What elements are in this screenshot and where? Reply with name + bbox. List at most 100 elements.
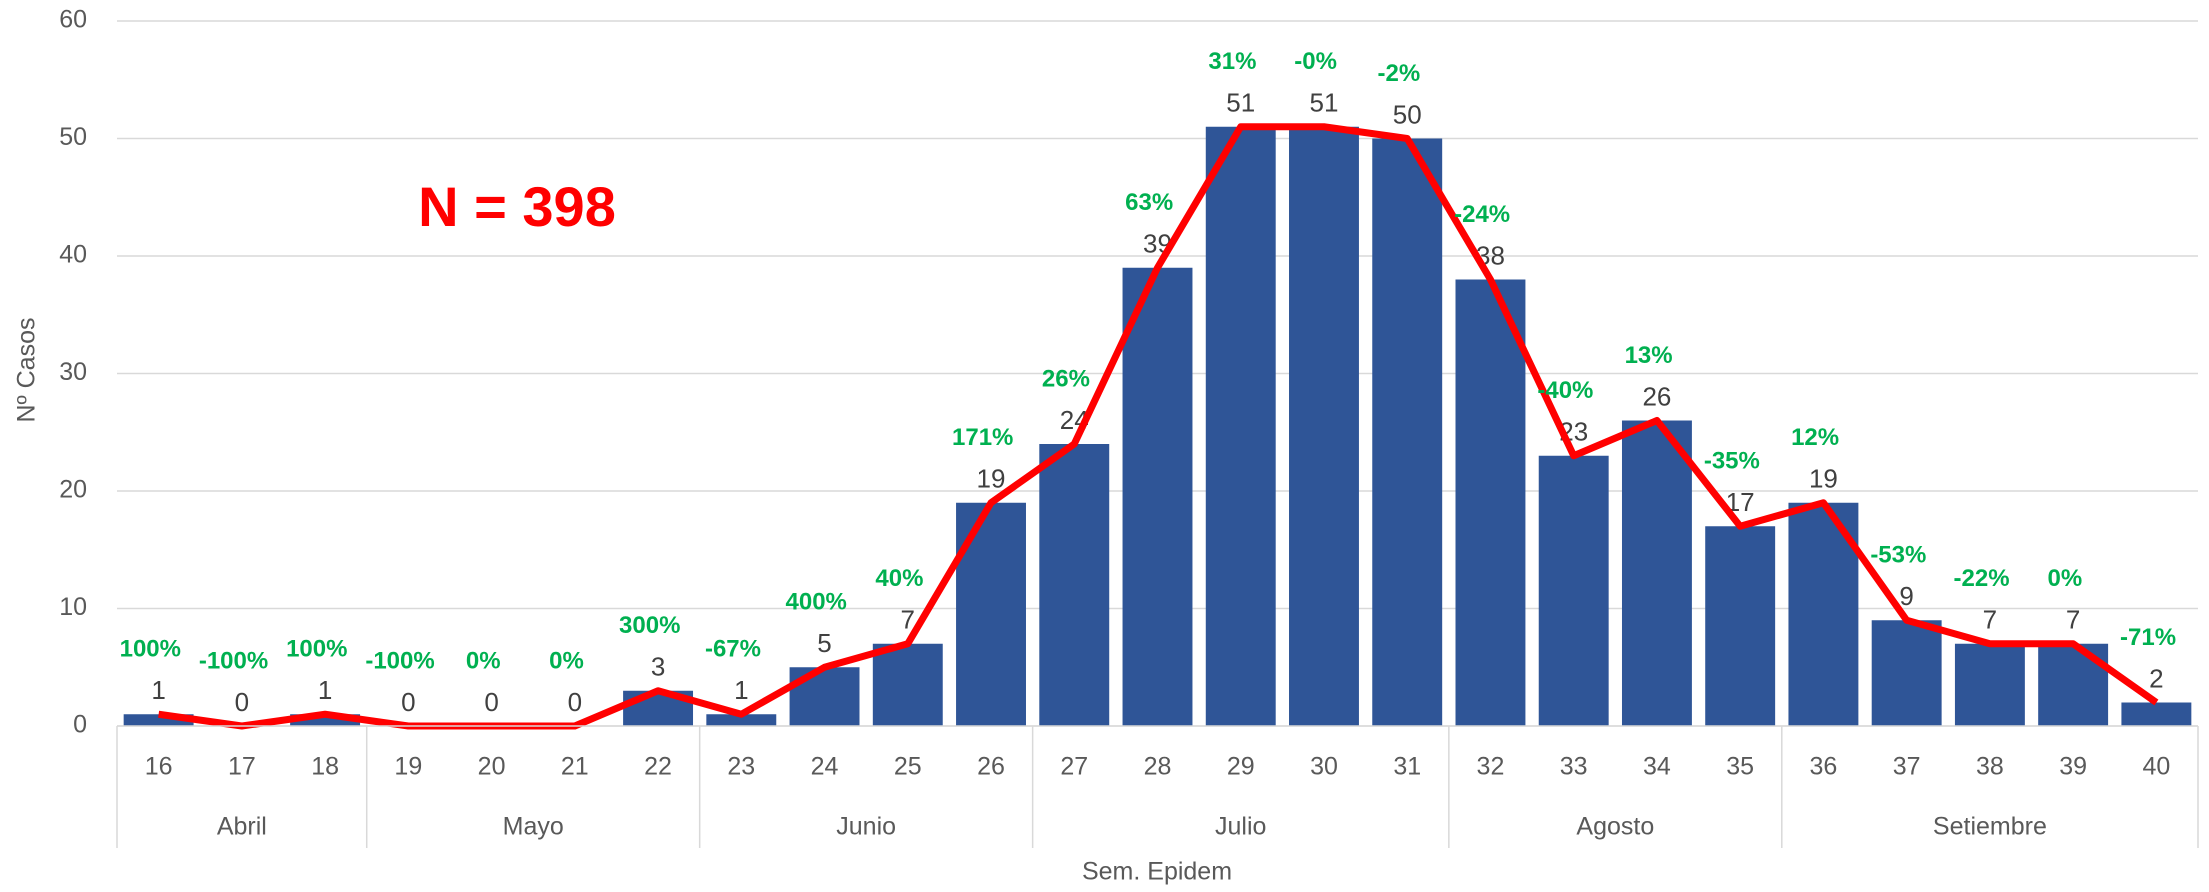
value-label: 50: [1393, 99, 1422, 129]
value-label: 0: [235, 687, 249, 717]
change-label: -24%: [1454, 201, 1510, 228]
change-label: -35%: [1704, 448, 1760, 475]
bar: [1289, 126, 1359, 726]
value-label: 9: [1899, 581, 1913, 611]
change-label: 100%: [120, 636, 181, 663]
value-label: 51: [1226, 88, 1255, 118]
bar: [1705, 526, 1776, 726]
x-tick-label: 37: [1893, 753, 1921, 781]
group-label: Abril: [217, 813, 267, 841]
value-label: 7: [901, 605, 915, 635]
group-label: Setiembre: [1933, 813, 2047, 841]
value-label: 0: [568, 687, 582, 717]
bar: [1455, 279, 1526, 726]
y-tick-label: 60: [59, 6, 87, 34]
y-tick-label: 20: [59, 476, 87, 504]
bar: [1372, 138, 1443, 726]
x-tick-label: 16: [145, 753, 173, 781]
value-label: 3: [651, 652, 665, 682]
bar: [1954, 643, 2025, 726]
x-tick-label: 19: [394, 753, 422, 781]
change-label: 100%: [286, 636, 347, 663]
y-tick-label: 0: [73, 711, 87, 739]
x-tick-label: 20: [478, 753, 506, 781]
x-tick-label: 34: [1643, 753, 1671, 781]
x-tick-label: 35: [1726, 753, 1754, 781]
bar: [2121, 702, 2192, 726]
change-label: 171%: [952, 424, 1013, 451]
x-tick-label: 25: [894, 753, 922, 781]
x-tick-label: 23: [727, 753, 755, 781]
value-label: 51: [1310, 88, 1339, 118]
x-tick-label: 38: [1976, 753, 2004, 781]
bar: [1871, 620, 1942, 726]
x-tick-label: 21: [561, 753, 589, 781]
bar: [706, 714, 777, 726]
bar: [789, 667, 860, 726]
bar: [1039, 444, 1110, 726]
group-label: Mayo: [503, 813, 564, 841]
y-tick-label: 40: [59, 241, 87, 269]
x-tick-label: 30: [1310, 753, 1338, 781]
change-label: 26%: [1042, 365, 1090, 392]
change-label: 40%: [875, 565, 923, 592]
change-label: -40%: [1537, 377, 1593, 404]
y-axis-title: Nº Casos: [13, 318, 41, 423]
value-label: 7: [1983, 605, 1997, 635]
bar: [872, 643, 943, 726]
change-label: 13%: [1625, 342, 1673, 369]
x-tick-label: 39: [2059, 753, 2087, 781]
value-label: 7: [2066, 605, 2080, 635]
bar: [290, 714, 361, 726]
group-label: Julio: [1215, 813, 1266, 841]
value-label: 2: [2149, 663, 2163, 693]
value-label: 1: [151, 675, 165, 705]
change-label: 63%: [1125, 189, 1173, 216]
bar: [1122, 267, 1193, 726]
value-label: 5: [817, 628, 831, 658]
change-label: 31%: [1208, 48, 1256, 75]
value-label: 19: [1809, 464, 1838, 494]
bar: [1621, 420, 1692, 726]
group-label: Junio: [836, 813, 896, 841]
change-label: -53%: [1870, 542, 1926, 569]
change-label: -2%: [1378, 60, 1421, 87]
y-tick-label: 30: [59, 358, 87, 386]
y-tick-label: 50: [59, 123, 87, 151]
x-tick-label: 32: [1477, 753, 1505, 781]
x-axis-title: Sem. Epidem: [1082, 858, 1232, 886]
x-tick-label: 24: [811, 753, 839, 781]
bar: [2038, 643, 2109, 726]
value-label: 1: [734, 675, 748, 705]
x-tick-label: 36: [1810, 753, 1838, 781]
change-label: -71%: [2120, 624, 2176, 651]
x-tick-label: 40: [2142, 753, 2170, 781]
change-label: 400%: [786, 589, 847, 616]
x-tick-label: 29: [1227, 753, 1255, 781]
change-label: 300%: [619, 612, 680, 639]
x-tick-label: 18: [311, 753, 339, 781]
value-label: 0: [401, 687, 415, 717]
change-label: -67%: [705, 636, 761, 663]
x-tick-label: 33: [1560, 753, 1588, 781]
x-tick-label: 27: [1060, 753, 1088, 781]
value-label: 19: [977, 464, 1006, 494]
x-tick-label: 17: [228, 753, 256, 781]
bar: [1538, 455, 1609, 726]
bar: [956, 502, 1026, 726]
value-label: 1: [318, 675, 332, 705]
change-label: 0%: [549, 647, 584, 674]
change-label: -100%: [199, 647, 268, 674]
change-label: -100%: [365, 647, 434, 674]
change-label: 12%: [1791, 424, 1839, 451]
change-label: 0%: [2047, 565, 2082, 592]
change-label: -22%: [1954, 565, 2010, 592]
bar: [123, 714, 194, 726]
x-tick-label: 31: [1393, 753, 1421, 781]
y-tick-label: 10: [59, 593, 87, 621]
annotation: N = 398: [418, 175, 616, 238]
x-tick-label: 28: [1144, 753, 1172, 781]
group-label: Agosto: [1576, 813, 1654, 841]
change-label: 0%: [466, 647, 501, 674]
value-label: 0: [484, 687, 498, 717]
